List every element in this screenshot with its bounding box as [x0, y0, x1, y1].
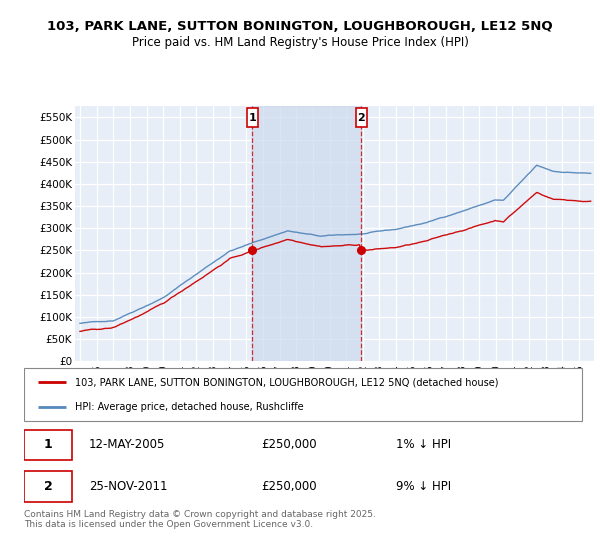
Text: 103, PARK LANE, SUTTON BONINGTON, LOUGHBOROUGH, LE12 5NQ: 103, PARK LANE, SUTTON BONINGTON, LOUGHB… [47, 20, 553, 32]
Text: Price paid vs. HM Land Registry's House Price Index (HPI): Price paid vs. HM Land Registry's House … [131, 36, 469, 49]
Text: 9% ↓ HPI: 9% ↓ HPI [396, 480, 451, 493]
Text: 103, PARK LANE, SUTTON BONINGTON, LOUGHBOROUGH, LE12 5NQ (detached house): 103, PARK LANE, SUTTON BONINGTON, LOUGHB… [75, 377, 498, 388]
FancyBboxPatch shape [24, 368, 583, 421]
Text: 2: 2 [44, 480, 53, 493]
Text: 12-MAY-2005: 12-MAY-2005 [89, 438, 165, 451]
FancyBboxPatch shape [247, 108, 258, 128]
Text: Contains HM Land Registry data © Crown copyright and database right 2025.
This d: Contains HM Land Registry data © Crown c… [24, 510, 376, 529]
Text: HPI: Average price, detached house, Rushcliffe: HPI: Average price, detached house, Rush… [75, 402, 304, 412]
Text: 25-NOV-2011: 25-NOV-2011 [89, 480, 167, 493]
FancyBboxPatch shape [24, 430, 72, 460]
FancyBboxPatch shape [24, 472, 72, 502]
FancyBboxPatch shape [356, 108, 367, 128]
Text: 1: 1 [44, 438, 53, 451]
Text: 1: 1 [248, 113, 256, 123]
Text: £250,000: £250,000 [261, 480, 317, 493]
Text: £250,000: £250,000 [261, 438, 317, 451]
Text: 1% ↓ HPI: 1% ↓ HPI [396, 438, 451, 451]
Text: 2: 2 [357, 113, 365, 123]
Bar [253, 106, 361, 361]
